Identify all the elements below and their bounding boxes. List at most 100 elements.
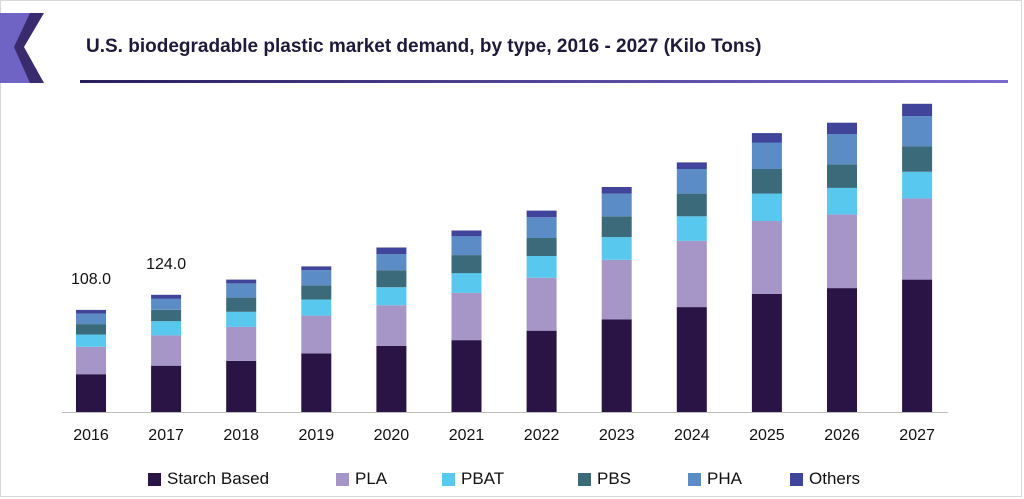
bar-segment-pla-2026 [827,214,857,289]
bar-segment-pbs-2027 [902,146,933,172]
bar-segment-pha-2025 [751,142,782,169]
bar-segment-pha-2016 [76,313,106,325]
bar-segment-others-2021 [451,230,482,237]
bar-segment-pla-2018 [226,326,257,361]
bar-segment-pbat-2017 [151,321,182,336]
bar-segment-starch-based-2026 [827,288,857,412]
bar-segment-pbs-2024 [676,193,707,217]
bar-segment-others-2024 [676,162,707,169]
bar-segment-others-2017 [151,294,182,299]
bar-segment-pbs-2026 [827,164,857,188]
bar-segment-pbs-2022 [526,238,557,256]
bar-segment-others-2025 [751,133,782,143]
x-tick-label-2018: 2018 [223,427,259,444]
legend-item-pla: PLA [336,467,387,491]
bar-segment-pha-2021 [451,236,482,255]
legend-swatch [336,472,349,486]
bar-segment-pbat-2023 [601,237,632,260]
bar-segment-pbat-2020 [376,287,407,306]
bar-segment-pbs-2019 [301,285,332,300]
legend-swatch [578,472,591,486]
legend-item-pbat: PBAT [442,467,504,491]
bar-segment-pbs-2021 [451,255,482,274]
bar-segment-pla-2025 [751,221,782,294]
bar-segment-others-2018 [226,279,257,284]
legend-label: PLA [355,469,388,488]
bar-segment-pbs-2016 [76,324,106,335]
bar-segment-others-2020 [376,247,407,255]
bar-segment-pbat-2021 [451,273,482,293]
legend-item-others: Others [790,467,860,491]
bar-segment-pla-2027 [902,198,933,280]
bar-segment-starch-based-2019 [301,353,332,412]
x-tick-label-2027: 2027 [899,427,935,444]
title-underline [80,80,1008,83]
legend-swatch [688,472,701,486]
bar-segment-pbs-2018 [226,297,257,312]
bar-segment-pbat-2022 [526,256,557,278]
bar-segment-others-2026 [827,122,857,134]
legend-label: PHA [707,469,742,488]
legend-label: PBAT [461,469,505,488]
bar-segment-pla-2024 [676,240,707,308]
bar-segment-others-2016 [76,309,106,314]
x-tick-label-2019: 2019 [299,427,335,444]
legend-label: PBS [597,469,632,488]
bar-segment-pbat-2025 [751,193,782,221]
bar-segment-pha-2020 [376,254,407,271]
legend-label: Starch Based [167,469,270,488]
bar-segment-starch-based-2016 [76,374,106,412]
bar-segment-starch-based-2025 [751,293,782,412]
x-tick-label-2024: 2024 [674,427,710,444]
bar-segment-pla-2017 [151,335,182,366]
bar-segment-pha-2024 [676,169,707,194]
bar-segment-pbat-2024 [676,216,707,241]
bar-segment-pha-2026 [827,134,857,165]
legend-swatch [790,472,803,486]
brand-logo [0,13,44,83]
bar-segment-starch-based-2018 [226,360,257,412]
x-tick-label-2023: 2023 [599,427,635,444]
x-tick-label-2022: 2022 [524,427,560,444]
x-tick-label-2020: 2020 [374,427,410,444]
bar-segment-pha-2023 [601,193,632,217]
bar-segment-pla-2019 [301,315,332,354]
bar-segment-pbat-2019 [301,299,332,316]
bar-segment-pbat-2026 [827,187,857,215]
legend-swatch [442,472,455,486]
bar-segment-pbat-2016 [76,334,106,347]
bar-segment-others-2022 [526,210,557,218]
bar-segment-others-2019 [301,266,332,271]
bar-segment-pla-2022 [526,277,557,331]
bar-segment-pla-2020 [376,305,407,346]
bar-segment-pha-2022 [526,217,557,238]
bar-segment-pbat-2018 [226,311,257,327]
x-tick-label-2025: 2025 [749,427,785,444]
x-tick-label-2016: 2016 [73,427,109,444]
bar-segment-starch-based-2024 [676,307,707,412]
bar-segment-starch-based-2022 [526,330,557,412]
bar-segment-pha-2027 [902,116,933,147]
data-label-2017: 124.0 [146,256,186,273]
legend-item-pha: PHA [688,467,742,491]
data-label-2016: 108.0 [71,271,111,288]
bar-segment-pla-2021 [451,292,482,341]
legend-swatch [148,472,161,486]
bar-segment-starch-based-2017 [151,365,182,412]
bar-segment-pbs-2025 [751,169,782,194]
bar-segment-pha-2019 [301,270,332,286]
bar-segment-starch-based-2020 [376,345,407,412]
bar-segment-pla-2016 [76,346,106,375]
bar-segment-pha-2018 [226,283,257,298]
bar-segment-starch-based-2021 [451,340,482,412]
legend-label: Others [809,469,861,488]
bar-segment-pbs-2023 [601,216,632,238]
bar-segment-pbat-2027 [902,171,933,199]
bar-segment-starch-based-2023 [601,319,632,412]
x-tick-label-2021: 2021 [449,427,485,444]
bar-segment-starch-based-2027 [902,279,933,412]
bar-segment-pbs-2017 [151,309,182,322]
x-tick-label-2026: 2026 [824,427,860,444]
